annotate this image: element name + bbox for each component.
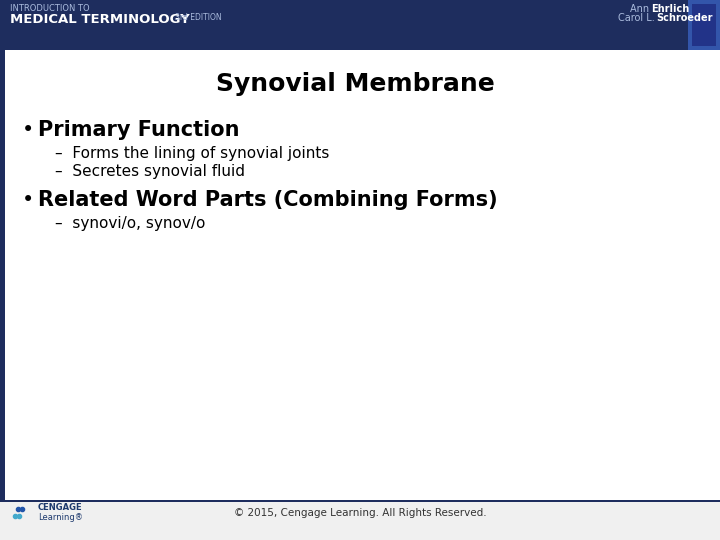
Text: Carol L.: Carol L. xyxy=(618,13,658,23)
Bar xyxy=(0,500,720,540)
Bar xyxy=(0,500,720,502)
Text: Ehrlich: Ehrlich xyxy=(651,4,689,14)
Text: •: • xyxy=(22,190,35,210)
Text: © 2015, Cengage Learning. All Rights Reserved.: © 2015, Cengage Learning. All Rights Res… xyxy=(234,508,486,518)
Text: Synovial Membrane: Synovial Membrane xyxy=(215,72,495,96)
Text: Schroeder: Schroeder xyxy=(656,13,713,23)
Text: MEDICAL TERMINOLOGY: MEDICAL TERMINOLOGY xyxy=(10,13,190,26)
Text: Primary Function: Primary Function xyxy=(38,120,240,140)
Text: 3rd EDITION: 3rd EDITION xyxy=(175,13,222,22)
Text: Ann: Ann xyxy=(630,4,652,14)
Text: –  Forms the lining of synovial joints: – Forms the lining of synovial joints xyxy=(55,146,329,161)
Text: Learning®: Learning® xyxy=(38,514,83,523)
Bar xyxy=(0,50,5,500)
Text: •: • xyxy=(22,120,35,140)
Bar xyxy=(692,4,716,46)
Text: –  Secretes synovial fluid: – Secretes synovial fluid xyxy=(55,164,245,179)
Bar xyxy=(0,0,720,50)
Bar xyxy=(688,0,720,50)
Text: –  synovi/o, synov/o: – synovi/o, synov/o xyxy=(55,216,205,231)
Text: Related Word Parts (Combining Forms): Related Word Parts (Combining Forms) xyxy=(38,190,498,210)
Text: CENGAGE: CENGAGE xyxy=(38,503,83,512)
Text: INTRODUCTION TO: INTRODUCTION TO xyxy=(10,4,89,13)
